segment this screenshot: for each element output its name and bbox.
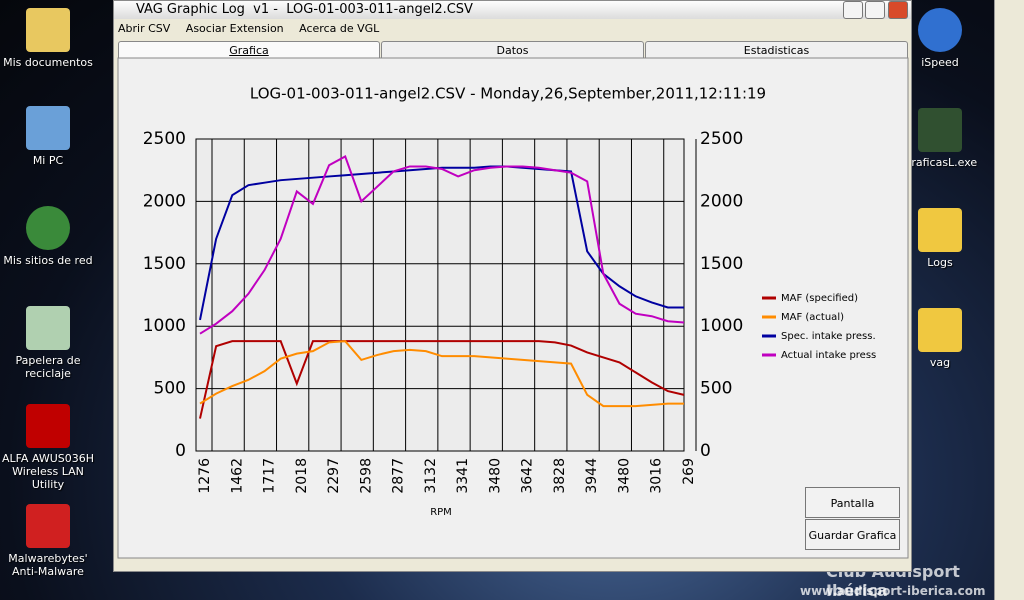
menu-item[interactable]: Acerca de VGL — [299, 22, 380, 35]
x-tick-label: 3480 — [487, 458, 503, 494]
icon-label: Logs — [927, 256, 953, 269]
icon-label: ALFA AWUS036H Wireless LAN Utility — [1, 452, 95, 491]
y2-tick-label: 1000 — [700, 316, 743, 336]
plot-area — [195, 138, 685, 452]
close-button[interactable] — [888, 1, 908, 19]
x-tick-label: 3016 — [649, 458, 665, 494]
menu-bar: Abrir CSV Asociar Extension Acerca de VG… — [118, 20, 391, 38]
series-line — [199, 340, 684, 408]
desktop-icon[interactable]: Mis documentos — [0, 8, 96, 69]
tab[interactable]: Grafica — [118, 41, 380, 59]
desktop-icon[interactable]: iSpeed — [892, 8, 988, 69]
x-tick-label: 269 — [681, 458, 697, 485]
x-tick-label: 3132 — [423, 458, 439, 494]
y2-tick-label: 500 — [700, 379, 732, 399]
y-tick-label: 1500 — [143, 254, 186, 274]
x-tick-label: 1717 — [262, 458, 278, 494]
legend-label: Actual intake press — [781, 350, 876, 361]
desktop-icon[interactable]: vag — [892, 308, 988, 369]
x-axis-label: RPM — [430, 507, 452, 518]
series-line — [199, 155, 685, 335]
icon-label: GraficasL.exe — [902, 156, 978, 169]
y-tick-label: 2500 — [143, 129, 186, 149]
side-toolbar — [994, 0, 1024, 600]
desktop-icon[interactable]: Logs — [892, 208, 988, 269]
desktop-icon[interactable]: Malwarebytes' Anti-Malware — [0, 504, 96, 578]
series-line — [199, 340, 685, 419]
icon-label: Mis sitios de red — [3, 254, 93, 267]
desktop-icon[interactable]: GraficasL.exe — [892, 108, 988, 169]
x-tick-label: 2598 — [358, 458, 374, 494]
menu-item[interactable]: Abrir CSV — [118, 22, 171, 35]
icon-label: vag — [929, 356, 951, 369]
icon-label: Malwarebytes' Anti-Malware — [8, 552, 88, 578]
y-tick-label: 1000 — [143, 316, 186, 336]
button[interactable]: Guardar Grafica — [805, 519, 900, 550]
y2-tick-label: 2000 — [700, 191, 743, 211]
icon-label: iSpeed — [921, 56, 959, 69]
icon-label: Papelera de reciclaje — [15, 354, 81, 380]
maximize-button[interactable] — [865, 1, 885, 19]
menu-item[interactable]: Asociar Extension — [185, 22, 284, 35]
x-tick-label: 1462 — [229, 458, 245, 494]
y2-tick-label: 1500 — [700, 254, 743, 274]
icon-label: Mi PC — [32, 154, 64, 167]
button[interactable]: Pantalla Completa — [805, 487, 900, 541]
x-tick-label: 2877 — [391, 458, 407, 494]
icon-label: Mis documentos — [3, 56, 93, 69]
title-bar: VAG Graphic Log v1 - LOG-01-003-011-ange… — [114, 1, 911, 19]
watermark-url: www.audisport-iberica.com — [800, 584, 986, 598]
tab[interactable]: Datos — [381, 41, 644, 59]
x-tick-label: 3828 — [552, 458, 568, 494]
legend-label: MAF (specified) — [781, 293, 858, 304]
y-tick-label: 2000 — [143, 191, 186, 211]
y2-tick-label: 2500 — [700, 129, 743, 149]
x-tick-label: 3341 — [455, 458, 471, 494]
x-tick-label: 2297 — [326, 458, 342, 494]
x-tick-label: 3480 — [616, 458, 632, 494]
desktop-icon[interactable]: Mis sitios de red — [0, 206, 96, 267]
y-tick-label: 0 — [175, 441, 186, 461]
x-tick-label: 1276 — [197, 458, 213, 494]
desktop-icon[interactable]: Mi PC — [0, 106, 96, 167]
x-tick-label: 2018 — [294, 458, 310, 494]
window-title: VAG Graphic Log v1 - LOG-01-003-011-ange… — [136, 2, 473, 17]
y2-tick-label: 0 — [700, 441, 711, 461]
minimize-button[interactable] — [843, 1, 863, 19]
tab[interactable]: Estadisticas — [645, 41, 908, 59]
x-tick-label: 3944 — [584, 458, 600, 494]
y-tick-label: 500 — [154, 379, 186, 399]
chart-title: LOG-01-003-011-angel2.CSV - Monday,26,Se… — [250, 85, 766, 103]
legend-label: MAF (actual) — [781, 312, 844, 323]
desktop-icon[interactable]: Papelera de reciclaje — [0, 306, 96, 380]
desktop-icon[interactable]: ALFA AWUS036H Wireless LAN Utility — [0, 404, 96, 491]
legend-label: Spec. intake press. — [781, 331, 876, 342]
x-tick-label: 3642 — [520, 458, 536, 494]
